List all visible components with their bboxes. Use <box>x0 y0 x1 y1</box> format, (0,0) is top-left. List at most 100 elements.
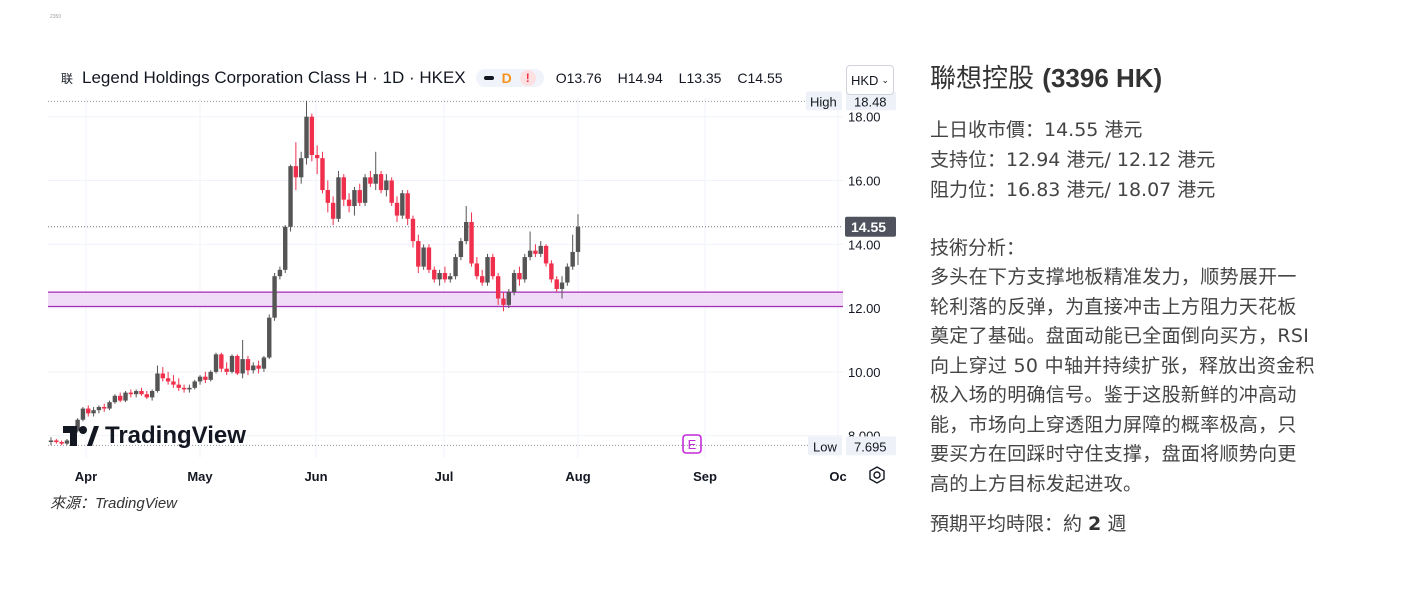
low-value: 13.35 <box>686 70 722 86</box>
candle-body <box>139 391 144 395</box>
candle-body <box>112 395 118 403</box>
y-tick-label: 12.00 <box>848 301 881 316</box>
candle-body <box>91 410 96 414</box>
candle-body <box>389 180 394 203</box>
ta-line: 高的上方目标发起进攻。 <box>930 472 1143 495</box>
candle-body <box>298 158 304 178</box>
candle-body <box>400 193 405 216</box>
candle-body <box>538 245 543 254</box>
candle-body <box>479 276 485 283</box>
candle-body <box>384 180 389 191</box>
high-tag-bg <box>806 91 842 111</box>
status-pill[interactable]: D ! <box>475 69 544 87</box>
candle-body <box>288 166 293 227</box>
tradingview-logo-icon <box>63 426 99 446</box>
x-tick-label: Jun <box>304 469 327 484</box>
candle-body <box>59 442 64 444</box>
candle-body <box>352 190 357 207</box>
candle-body <box>118 395 123 401</box>
settings-gear-icon[interactable] <box>868 466 886 484</box>
x-tick-label: Sep <box>693 469 717 484</box>
candle-body <box>432 269 437 280</box>
collapse-icon <box>483 76 494 80</box>
tradingview-logo: TradingView <box>63 422 246 450</box>
high-tag-value: 18.48 <box>854 94 887 109</box>
candle-body <box>495 276 501 299</box>
currency-selector[interactable]: HKD ⌄ <box>846 65 894 95</box>
candle-body <box>48 440 54 443</box>
candle-body <box>208 371 213 380</box>
prev-close: 上日收市價：14.55 港元 <box>930 119 1143 141</box>
candle-body <box>149 391 155 398</box>
last-price-tag: 14.55 <box>851 219 886 235</box>
candle-body <box>155 373 160 392</box>
high-value: 14.94 <box>627 70 663 86</box>
candle-body <box>160 373 165 379</box>
ta-line: 多头在下方支撑地板精准发力，顺势展开一 <box>930 266 1297 288</box>
y-tick-label: 10.00 <box>848 365 881 380</box>
svg-text:E: E <box>688 437 697 452</box>
ta-line: 轮利落的反弹，为直接冲击上方阻力天花板 <box>930 295 1297 318</box>
candle-body <box>80 408 86 420</box>
candle-body <box>346 199 352 207</box>
candle-body <box>469 221 474 264</box>
period-value: 2 <box>1088 513 1102 535</box>
candle-body <box>362 177 368 203</box>
candle-body <box>501 298 506 305</box>
candle-body <box>527 250 533 258</box>
candle-body <box>144 394 150 398</box>
candle-body <box>490 257 496 277</box>
logo-text: TradingView <box>105 422 246 449</box>
candle-body <box>474 263 480 277</box>
candle-body <box>224 368 229 372</box>
candle-body <box>102 406 107 409</box>
candle-body <box>96 406 102 411</box>
candle-body <box>336 177 341 219</box>
expected-period: 預期平均時限：約 2 週 <box>930 509 1375 536</box>
candle-body <box>549 263 554 280</box>
candle-body <box>426 247 432 270</box>
candle-body <box>453 257 458 277</box>
candle-body <box>458 241 464 258</box>
chart-title[interactable]: Legend Holdings Corporation Class H · 1D… <box>82 68 466 87</box>
candle-body <box>506 292 511 305</box>
candle-body <box>197 376 203 382</box>
period-unit: 週 <box>1101 513 1127 535</box>
candle-body <box>570 251 575 267</box>
support-levels: 支持位：12.94 港元/ 12.12 港元 <box>930 149 1216 171</box>
chart-header: 联 Legend Holdings Corporation Class H · … <box>58 68 795 88</box>
candle-body <box>75 419 80 431</box>
y-tick-label: 16.00 <box>848 174 881 189</box>
events-icon[interactable]: E <box>680 432 704 456</box>
currency-label: HKD <box>851 72 879 88</box>
candle-body <box>277 269 283 277</box>
open-value: 13.76 <box>566 70 602 86</box>
candle-body <box>203 376 208 380</box>
x-tick-label: Oc <box>829 469 846 484</box>
candle-body <box>378 174 384 191</box>
candle-body <box>565 266 570 283</box>
candle-body <box>442 273 448 280</box>
ta-line: 奠定了基础。盘面动能已全面倒向买方，RSI <box>930 325 1310 347</box>
candle-body <box>437 273 442 280</box>
chart-panel: 18.00 16.00 14.00 12.00 10.00 8.000 Apr May Jun J… <box>48 58 900 488</box>
period-label: 預期平均時限：約 <box>930 513 1089 535</box>
candle-body <box>133 391 139 395</box>
candle-body <box>304 116 309 159</box>
x-tick-label: Jul <box>435 469 454 484</box>
high-value-bg <box>846 91 896 111</box>
candle-body <box>373 174 378 184</box>
candle-body <box>128 392 134 395</box>
candle-body <box>107 402 112 409</box>
warning-icon: ! <box>519 70 536 86</box>
ta-line: 能，市场向上穿透阻力屏障的概率极高，只 <box>930 413 1297 436</box>
candle-body <box>245 359 251 371</box>
analysis-title: 聯想控股 (3396 HK) <box>930 58 1375 95</box>
candle-body <box>575 226 581 252</box>
low-label: L <box>678 70 687 86</box>
candle-body <box>533 250 538 254</box>
low-value-bg <box>846 436 896 456</box>
ta-body: 多头在下方支撑地板精准发力，顺势展开一 轮利落的反弹，为直接冲击上方阻力天花板 … <box>930 263 1375 499</box>
tiny-code-label: 2350 <box>50 14 62 20</box>
close-label: C <box>737 70 748 86</box>
